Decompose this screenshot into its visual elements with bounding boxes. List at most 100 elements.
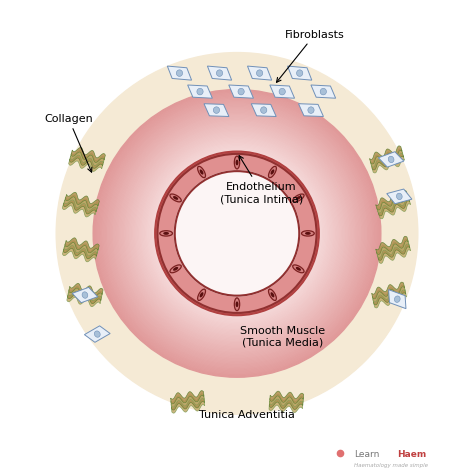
Polygon shape: [84, 326, 110, 343]
Ellipse shape: [305, 232, 311, 235]
Polygon shape: [167, 67, 191, 81]
Circle shape: [162, 159, 312, 309]
Circle shape: [118, 115, 356, 353]
Polygon shape: [371, 152, 404, 170]
Polygon shape: [70, 154, 104, 169]
Circle shape: [143, 140, 331, 328]
Polygon shape: [171, 397, 204, 410]
Polygon shape: [372, 283, 404, 299]
Ellipse shape: [236, 302, 238, 307]
Ellipse shape: [200, 170, 203, 175]
Circle shape: [157, 154, 317, 314]
Text: Haem: Haem: [397, 449, 427, 458]
Polygon shape: [188, 86, 212, 99]
Text: Tunica Adventitia: Tunica Adventitia: [200, 409, 295, 419]
Ellipse shape: [320, 89, 327, 96]
Polygon shape: [299, 105, 323, 117]
Circle shape: [101, 99, 373, 369]
Polygon shape: [62, 202, 97, 218]
Circle shape: [108, 105, 366, 363]
Polygon shape: [64, 244, 98, 259]
Polygon shape: [204, 105, 229, 117]
Circle shape: [155, 152, 319, 316]
Polygon shape: [387, 189, 412, 204]
Polygon shape: [376, 191, 408, 210]
Circle shape: [105, 102, 369, 366]
Circle shape: [161, 158, 313, 310]
Polygon shape: [378, 197, 410, 216]
Polygon shape: [67, 293, 101, 307]
Circle shape: [136, 133, 338, 335]
Circle shape: [97, 94, 377, 374]
Circle shape: [119, 116, 355, 351]
Polygon shape: [377, 194, 409, 214]
Circle shape: [137, 134, 337, 334]
Ellipse shape: [236, 160, 238, 166]
Ellipse shape: [261, 108, 267, 114]
Ellipse shape: [217, 71, 223, 77]
Circle shape: [135, 132, 339, 336]
Ellipse shape: [279, 89, 285, 96]
Circle shape: [151, 148, 323, 319]
Polygon shape: [389, 290, 406, 309]
Polygon shape: [374, 292, 406, 308]
Circle shape: [152, 149, 322, 318]
Polygon shape: [311, 86, 336, 99]
Polygon shape: [270, 86, 294, 99]
Ellipse shape: [238, 89, 244, 96]
Ellipse shape: [197, 89, 203, 96]
Circle shape: [158, 155, 316, 313]
Ellipse shape: [198, 289, 206, 301]
Circle shape: [104, 101, 370, 367]
Circle shape: [154, 150, 320, 317]
Polygon shape: [65, 238, 99, 253]
Circle shape: [115, 112, 359, 356]
Polygon shape: [229, 86, 254, 99]
Circle shape: [93, 90, 381, 377]
Circle shape: [159, 157, 315, 311]
Circle shape: [174, 171, 300, 297]
Ellipse shape: [234, 157, 240, 169]
Circle shape: [125, 122, 349, 346]
Ellipse shape: [170, 265, 181, 273]
Polygon shape: [64, 196, 99, 212]
Circle shape: [116, 113, 358, 355]
Ellipse shape: [94, 331, 100, 337]
Polygon shape: [247, 67, 272, 81]
Circle shape: [96, 93, 378, 375]
Polygon shape: [69, 157, 103, 172]
Polygon shape: [378, 152, 404, 168]
Circle shape: [133, 130, 341, 337]
Ellipse shape: [271, 293, 274, 298]
Polygon shape: [64, 241, 99, 257]
Circle shape: [150, 147, 324, 321]
Polygon shape: [68, 287, 102, 301]
Circle shape: [142, 139, 332, 329]
Circle shape: [56, 53, 418, 414]
Polygon shape: [67, 290, 102, 304]
Circle shape: [145, 142, 329, 326]
Circle shape: [147, 145, 327, 323]
Polygon shape: [72, 288, 98, 303]
Polygon shape: [208, 67, 232, 81]
Ellipse shape: [388, 157, 394, 163]
Ellipse shape: [297, 71, 303, 77]
Polygon shape: [69, 284, 103, 298]
Ellipse shape: [234, 298, 240, 311]
Circle shape: [156, 153, 318, 315]
Polygon shape: [171, 394, 204, 407]
Ellipse shape: [82, 292, 88, 298]
Circle shape: [110, 107, 364, 361]
Circle shape: [120, 118, 354, 350]
Circle shape: [99, 96, 375, 372]
Ellipse shape: [396, 194, 402, 200]
Circle shape: [128, 126, 346, 342]
Polygon shape: [269, 400, 303, 413]
Polygon shape: [269, 397, 303, 410]
Polygon shape: [251, 105, 276, 117]
Polygon shape: [171, 391, 204, 404]
Circle shape: [124, 121, 350, 347]
Circle shape: [106, 103, 368, 365]
Polygon shape: [372, 156, 404, 174]
Polygon shape: [376, 240, 409, 258]
